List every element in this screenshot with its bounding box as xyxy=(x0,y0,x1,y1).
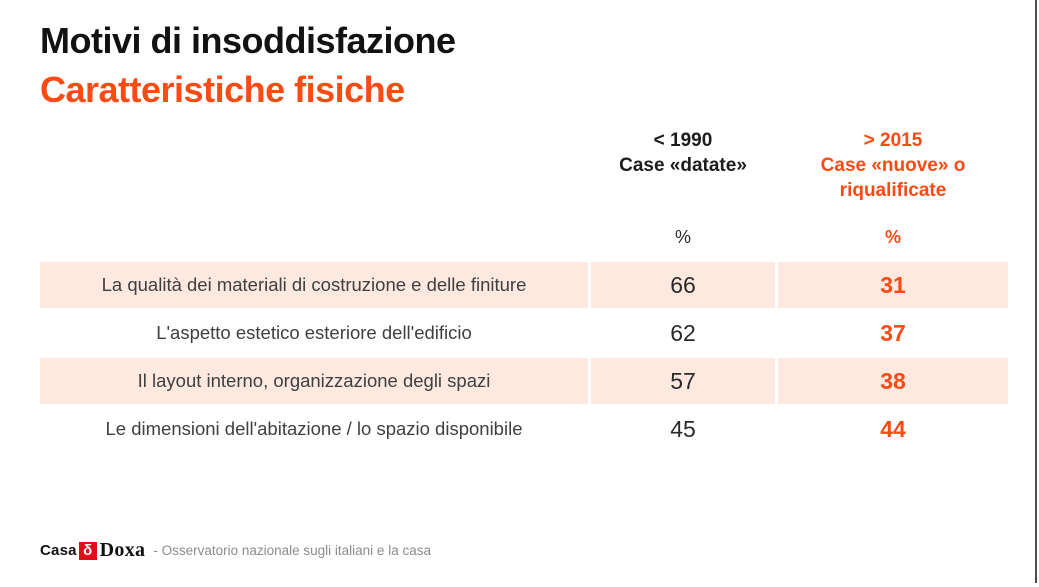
slide-header: Motivi di insoddisfazione Caratteristich… xyxy=(40,16,456,114)
value-old: 66 xyxy=(591,262,775,308)
casa-wordmark: Casa xyxy=(40,542,77,559)
row-label: La qualità dei materiali di costruzione … xyxy=(40,262,588,308)
value-old: 45 xyxy=(591,406,775,452)
doxa-wordmark: Doxa xyxy=(99,539,146,561)
column-header-new-homes: > 2015 Case «nuove» o riqualificate xyxy=(778,128,1008,212)
value-old: 57 xyxy=(591,358,775,404)
comparison-table: < 1990 Case «datate» > 2015 Case «nuove»… xyxy=(40,128,1008,452)
row-label: Il layout interno, organizzazione degli … xyxy=(40,358,588,404)
slide-right-edge-line xyxy=(1035,0,1037,583)
value-new: 37 xyxy=(778,310,1008,356)
row-label: L'aspetto estetico esteriore dell'edific… xyxy=(40,310,588,356)
doxa-logo-icon: δ xyxy=(78,541,97,560)
value-new: 31 xyxy=(778,262,1008,308)
footer-tagline: - Osservatorio nazionale sugli italiani … xyxy=(153,543,431,558)
page-subtitle: Caratteristiche fisiche xyxy=(40,69,405,110)
spacer-cell xyxy=(40,128,588,212)
column-old-period: < 1990 xyxy=(653,130,713,151)
row-label: Le dimensioni dell'abitazione / lo spazi… xyxy=(40,406,588,452)
column-new-name: Case «nuove» o riqualificate xyxy=(820,155,966,201)
value-new: 38 xyxy=(778,358,1008,404)
value-old: 62 xyxy=(591,310,775,356)
column-old-name: Case «datate» xyxy=(619,155,747,176)
spacer-cell xyxy=(40,214,588,260)
unit-label-old: % xyxy=(674,226,691,247)
value-new: 44 xyxy=(778,406,1008,452)
unit-label-new: % xyxy=(884,226,901,247)
page-title: Motivi di insoddisfazione xyxy=(40,20,456,61)
column-new-period: > 2015 xyxy=(863,130,923,151)
column-header-old-homes: < 1990 Case «datate» xyxy=(591,128,775,212)
footer-brand: Casa δ Doxa - Osservatorio nazionale sug… xyxy=(40,539,431,562)
